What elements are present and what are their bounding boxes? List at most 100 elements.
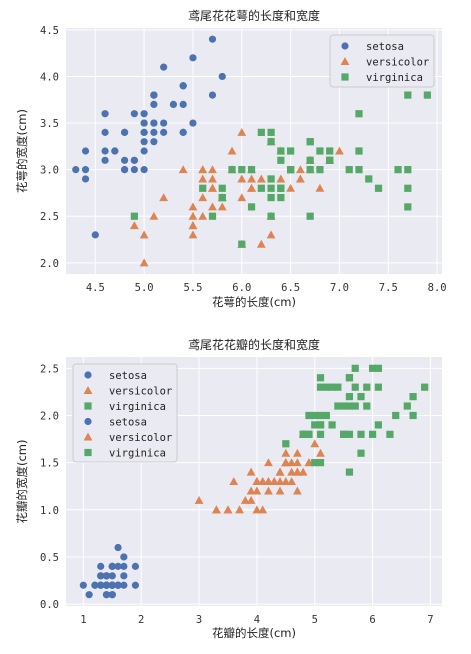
legend-label: setosa [109, 370, 147, 382]
legend-label: setosa [366, 41, 404, 53]
y-tick-label: 3.0 [40, 165, 59, 177]
data-point-setosa [120, 581, 128, 589]
data-point-versicolor [129, 221, 139, 230]
data-point-setosa [108, 562, 116, 570]
data-point-versicolor [208, 174, 217, 183]
data-point-versicolor [292, 486, 302, 495]
legend-marker-versicolor [340, 57, 350, 66]
data-point-setosa [130, 166, 138, 174]
data-point-versicolor [292, 467, 302, 476]
data-point-virginica [130, 212, 138, 220]
data-point-versicolor [335, 146, 344, 155]
data-point-versicolor [292, 448, 302, 457]
legend-label: versicolor [109, 386, 172, 398]
data-point-versicolor [266, 230, 276, 239]
data-point-virginica [316, 166, 324, 174]
x-tick-label: 7.5 [379, 282, 398, 294]
data-point-versicolor [292, 458, 302, 467]
data-point-virginica [363, 383, 371, 391]
data-point-versicolor [208, 183, 217, 192]
data-point-setosa [120, 128, 129, 136]
data-point-virginica [238, 240, 246, 248]
data-point-versicolor [258, 477, 268, 486]
data-point-versicolor [295, 165, 305, 174]
data-point-versicolor [188, 230, 198, 239]
data-point-virginica [423, 91, 431, 99]
data-point-versicolor [235, 505, 244, 514]
data-point-virginica [305, 411, 313, 420]
data-point-versicolor [246, 486, 256, 495]
data-point-virginica [316, 430, 325, 438]
data-point-virginica [311, 421, 319, 429]
data-point-virginica [267, 184, 275, 192]
data-point-setosa [150, 91, 158, 99]
data-point-setosa [101, 156, 109, 164]
data-point-versicolor [178, 165, 188, 174]
data-point-setosa [81, 147, 90, 155]
legend-marker-setosa [84, 371, 92, 379]
data-point-versicolor [246, 495, 256, 504]
data-point-versicolor [264, 458, 273, 467]
data-point-virginica [351, 402, 359, 410]
data-point-virginica [306, 156, 314, 164]
series-virginica [282, 364, 429, 476]
data-point-virginica [311, 411, 319, 420]
data-point-virginica [334, 402, 342, 410]
data-point-virginica [328, 421, 336, 429]
data-point-setosa [160, 63, 168, 71]
data-point-virginica [421, 383, 429, 391]
data-point-virginica [228, 166, 236, 174]
data-point-virginica [351, 364, 359, 372]
data-point-virginica [409, 393, 417, 401]
data-point-setosa [179, 82, 187, 90]
y-axis-label: 花瓣的宽度(cm) [15, 440, 29, 524]
legend-label: virginica [109, 401, 166, 413]
data-point-setosa [101, 110, 109, 118]
data-point-versicolor [223, 505, 233, 514]
x-axis-label: 花瓣的长度(cm) [212, 626, 296, 640]
data-point-virginica [208, 212, 217, 220]
chart-1: 4.5 5.0 5.5 6.0 6.5 7.0 7.5 8.0 2.0 2.5 3.0 3.5 4.0 4… [15, 8, 447, 309]
y-tick-label: 1.5 [40, 458, 59, 470]
data-point-setosa [130, 156, 138, 164]
data-point-virginica [277, 156, 285, 164]
data-point-virginica [311, 459, 319, 467]
data-point-virginica [374, 184, 383, 192]
x-tick-label: 6 [369, 614, 375, 626]
data-point-virginica [316, 383, 325, 391]
data-point-setosa [81, 175, 90, 183]
x-axis-label: 花萼的长度(cm) [212, 295, 296, 309]
data-point-versicolor [275, 486, 285, 495]
x-tick-label: 4 [254, 614, 260, 626]
data-point-virginica [218, 193, 226, 202]
chart-2: 1 2 3 4 5 6 7 0.0 0.5 1.0 1.5 2.0 2.5 鸢尾花花瓣的长度和宽度花瓣的长… [15, 337, 442, 640]
data-point-versicolor [264, 477, 273, 486]
data-point-virginica [267, 138, 275, 146]
data-point-virginica [277, 147, 285, 155]
data-point-virginica [340, 402, 348, 410]
x-tick-label: 6.0 [232, 282, 251, 294]
data-point-virginica [287, 166, 295, 174]
legend: setosa versicolor virginica [329, 34, 435, 88]
data-point-versicolor [256, 174, 266, 183]
data-point-virginica [322, 383, 330, 391]
data-point-virginica [345, 374, 354, 382]
data-point-setosa [130, 110, 138, 118]
data-point-setosa [150, 100, 158, 109]
data-point-setosa [140, 119, 148, 127]
y-tick-label: 2.5 [40, 211, 59, 223]
data-point-versicolor [237, 127, 247, 136]
data-point-versicolor [237, 193, 247, 202]
data-point-setosa [150, 119, 158, 127]
data-point-virginica [404, 166, 412, 174]
x-tick-label: 7 [427, 614, 433, 626]
y-tick-label: 3.5 [40, 118, 59, 130]
data-point-virginica [316, 459, 325, 467]
data-point-setosa [189, 54, 197, 62]
data-point-setosa [131, 562, 140, 570]
data-point-versicolor [281, 448, 291, 457]
data-point-versicolor [310, 439, 320, 448]
data-point-setosa [91, 581, 99, 589]
data-point-setosa [120, 562, 128, 570]
data-point-virginica [368, 430, 377, 438]
